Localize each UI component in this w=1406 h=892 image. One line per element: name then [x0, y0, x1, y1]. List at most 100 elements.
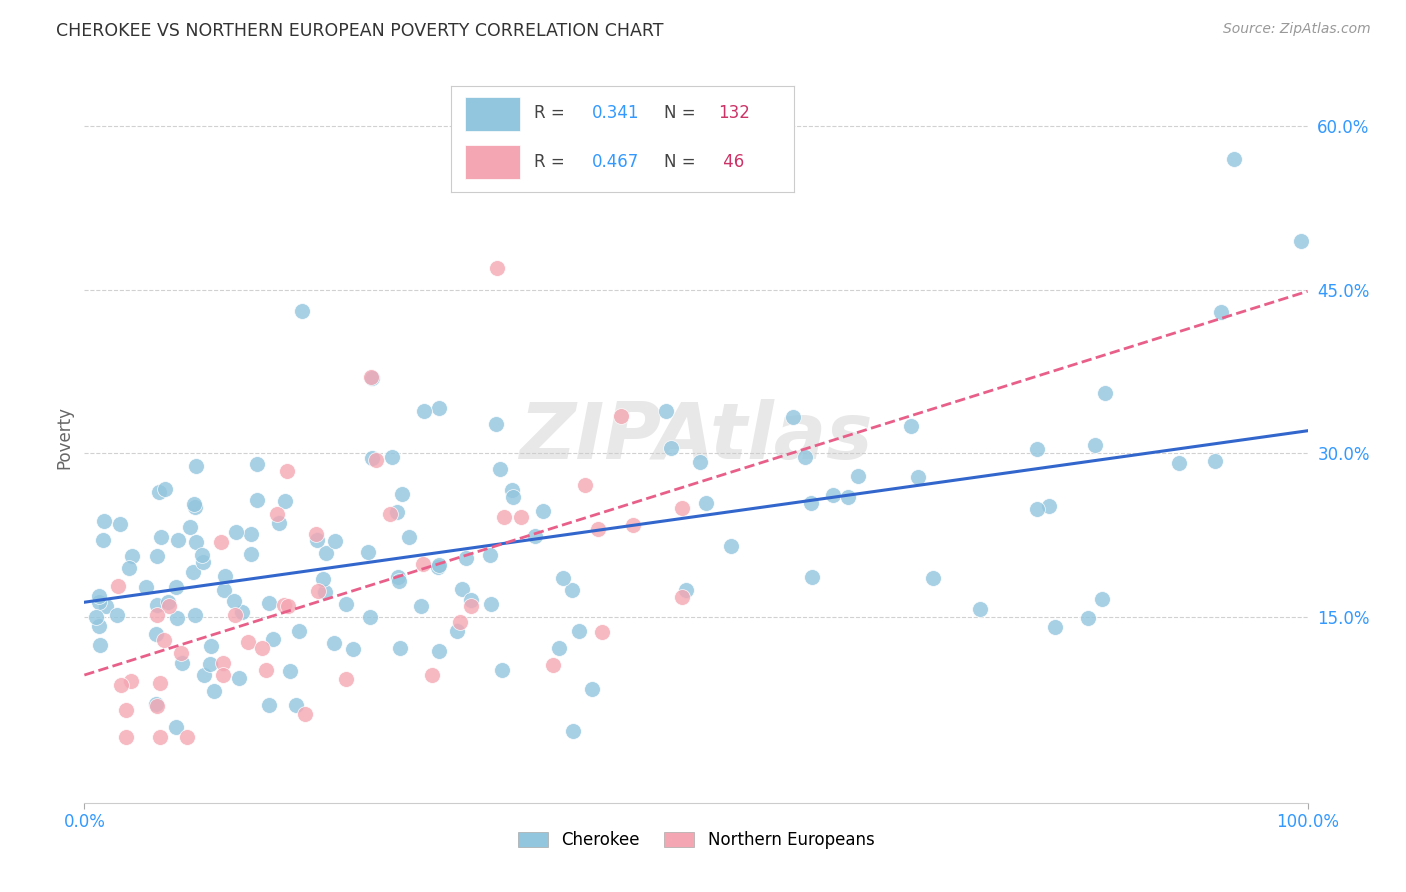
- Point: [488, 462, 510, 476]
- Point: [501, 483, 523, 497]
- Point: [149, 731, 172, 745]
- Point: [1204, 454, 1226, 468]
- Point: [202, 684, 225, 698]
- Point: [166, 610, 188, 624]
- Point: [900, 418, 922, 433]
- Point: [148, 675, 170, 690]
- Point: [359, 609, 381, 624]
- Point: [135, 580, 157, 594]
- Point: [228, 671, 250, 685]
- Point: [846, 469, 869, 483]
- Point: [224, 594, 246, 608]
- Point: [181, 565, 204, 579]
- Point: [150, 531, 173, 545]
- Point: [547, 641, 569, 656]
- Point: [695, 496, 717, 510]
- Point: [183, 496, 205, 510]
- Point: [240, 547, 263, 561]
- Point: [305, 527, 328, 541]
- Point: [675, 583, 697, 598]
- Point: [591, 624, 613, 639]
- Point: [262, 632, 284, 647]
- Point: [1025, 502, 1047, 516]
- Point: [969, 602, 991, 616]
- Point: [427, 643, 450, 657]
- Point: [250, 640, 273, 655]
- Point: [429, 401, 451, 415]
- Point: [481, 597, 503, 611]
- Point: [543, 657, 565, 672]
- Point: [87, 619, 110, 633]
- Point: [239, 527, 262, 541]
- Point: [621, 518, 644, 533]
- Point: [256, 663, 278, 677]
- Point: [782, 409, 804, 424]
- Point: [821, 488, 844, 502]
- Point: [794, 450, 817, 464]
- Point: [531, 504, 554, 518]
- Y-axis label: Poverty: Poverty: [55, 406, 73, 468]
- Point: [146, 599, 169, 613]
- Point: [485, 417, 508, 431]
- Point: [312, 572, 335, 586]
- Point: [110, 516, 132, 531]
- Point: [145, 549, 167, 563]
- Point: [562, 724, 585, 739]
- Point: [449, 615, 471, 629]
- Point: [1084, 438, 1107, 452]
- Point: [581, 681, 603, 696]
- Point: [165, 581, 187, 595]
- Point: [115, 731, 138, 745]
- Point: [278, 664, 301, 678]
- Point: [364, 452, 387, 467]
- Point: [87, 589, 110, 603]
- Point: [671, 501, 693, 516]
- Point: [153, 632, 176, 647]
- Point: [307, 584, 329, 599]
- Point: [91, 533, 114, 548]
- Point: [510, 510, 533, 524]
- Point: [314, 585, 336, 599]
- Point: [446, 624, 468, 638]
- Point: [277, 599, 299, 613]
- Point: [84, 609, 107, 624]
- Point: [121, 549, 143, 564]
- Point: [212, 583, 235, 598]
- Point: [551, 571, 574, 585]
- Point: [107, 579, 129, 593]
- Point: [1223, 152, 1246, 166]
- Point: [159, 599, 181, 613]
- Point: [385, 505, 408, 519]
- Point: [907, 470, 929, 484]
- Point: [800, 496, 823, 510]
- Point: [118, 561, 141, 575]
- Point: [1211, 304, 1233, 318]
- Point: [93, 515, 115, 529]
- Point: [200, 640, 222, 654]
- Point: [409, 599, 432, 614]
- Point: [225, 524, 247, 539]
- Point: [1038, 500, 1060, 514]
- Point: [273, 494, 295, 508]
- Point: [148, 485, 170, 500]
- Point: [231, 605, 253, 619]
- Point: [285, 698, 308, 712]
- Point: [671, 590, 693, 604]
- Point: [184, 607, 207, 622]
- Point: [322, 636, 344, 650]
- Point: [323, 533, 346, 548]
- Point: [267, 516, 290, 530]
- Point: [420, 668, 443, 682]
- Point: [398, 530, 420, 544]
- Point: [361, 371, 384, 385]
- Point: [456, 550, 478, 565]
- Point: [387, 570, 409, 584]
- Text: ZIPAtlas: ZIPAtlas: [519, 399, 873, 475]
- Point: [307, 533, 329, 547]
- Point: [145, 626, 167, 640]
- Point: [342, 642, 364, 657]
- Point: [236, 635, 259, 649]
- Point: [478, 548, 501, 562]
- Point: [1025, 442, 1047, 457]
- Point: [153, 483, 176, 497]
